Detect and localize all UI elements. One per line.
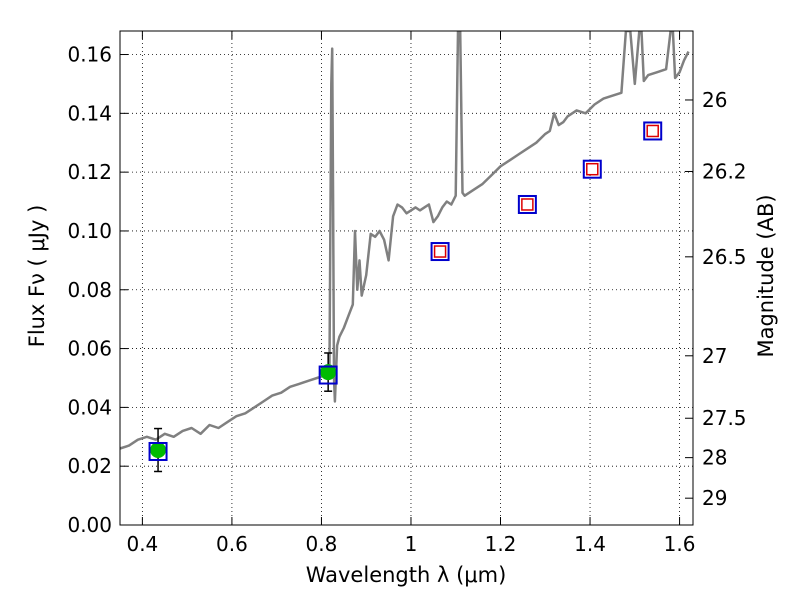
y-tick-label: 0.10 — [67, 219, 112, 243]
y-tick-label: 0.02 — [67, 454, 112, 478]
upper-limit-box — [586, 162, 599, 176]
y2-tick-label: 27 — [702, 344, 727, 368]
spectrum-series — [120, 31, 690, 450]
y-ticks: 0.00 0.02 0.04 0.06 0.08 0.10 0.12 0.14 0.16 — [67, 43, 128, 537]
x-ticks: 0.4 0.6 0.8 1 1.2 1.4 1.6 — [126, 31, 695, 556]
y-tick-label: 0.00 — [67, 513, 112, 537]
error-bars — [154, 352, 333, 473]
model-box — [318, 365, 338, 385]
y2-tick-label: 26.5 — [702, 245, 747, 269]
spectrum-line — [120, 31, 690, 450]
y-tick-label: 0.14 — [67, 101, 112, 125]
y-tick-label: 0.06 — [67, 337, 112, 361]
model-box — [148, 441, 168, 461]
x-tick-label: 0.8 — [306, 532, 338, 556]
y2-ticks: 26 26.2 26.5 27 27.5 28 29 — [685, 88, 747, 510]
x-tick-label: 0.6 — [216, 532, 248, 556]
upper-limit-boxes — [433, 124, 659, 258]
x-tick-label: 1.4 — [574, 532, 606, 556]
upper-limit-box — [646, 124, 659, 138]
detection-point — [320, 364, 337, 381]
y2-tick-label: 26 — [702, 88, 727, 112]
y2-tick-label: 28 — [702, 446, 727, 470]
y-tick-label: 0.08 — [67, 278, 112, 302]
plot-frame — [119, 30, 694, 526]
detection-point — [150, 442, 167, 459]
y-tick-label: 0.12 — [67, 160, 112, 184]
y-axis-label: Flux Fν ( μJy ) — [25, 205, 49, 348]
y-tick-label: 0.16 — [67, 43, 112, 67]
grid — [120, 31, 693, 526]
y2-tick-label: 29 — [702, 486, 727, 510]
x-tick-label: 1.2 — [485, 532, 517, 556]
y2-axis-label: Magnitude (AB) — [754, 194, 778, 357]
x-tick-label: 0.4 — [126, 532, 158, 556]
y2-tick-label: 26.2 — [702, 159, 747, 183]
upper-limit-box — [521, 198, 534, 211]
model-box — [430, 242, 450, 262]
model-box — [517, 194, 537, 214]
y-tick-label: 0.04 — [67, 395, 112, 419]
model-box — [643, 121, 663, 141]
detection-points — [150, 364, 337, 459]
x-tick-label: 1 — [405, 532, 418, 556]
upper-limit-box — [433, 245, 447, 258]
y2-tick-label: 27.5 — [702, 406, 747, 430]
x-axis-label: Wavelength λ (μm) — [306, 563, 507, 587]
model-photometry-boxes — [148, 121, 663, 461]
x-tick-label: 1.6 — [664, 532, 696, 556]
model-box — [582, 159, 602, 179]
